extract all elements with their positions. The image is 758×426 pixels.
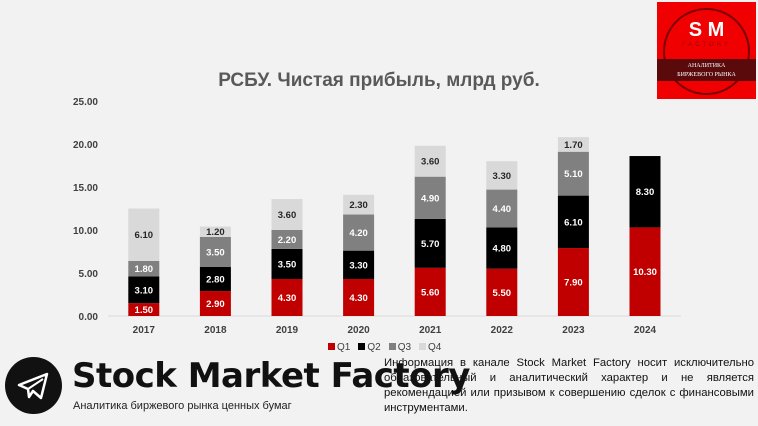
data-label: 4.40 — [493, 204, 512, 215]
x-tick-label: 2020 — [347, 325, 370, 336]
data-label: 2.80 — [206, 275, 225, 286]
bar-q4 — [271, 199, 303, 230]
data-label: 3.50 — [206, 247, 225, 258]
data-label: 1.70 — [564, 140, 583, 151]
x-tick-label: 2019 — [276, 325, 299, 336]
bar-q2 — [629, 156, 661, 228]
bar-q2 — [414, 218, 446, 268]
data-label: 3.60 — [421, 157, 440, 168]
data-label: 3.60 — [278, 210, 297, 221]
data-label: 3.50 — [278, 259, 297, 270]
logo-line2: БИРЖЕВОГО РЫНКА — [677, 72, 736, 78]
x-tick-label: 2018 — [204, 325, 227, 336]
bar-q2 — [199, 266, 231, 292]
bar-q1 — [557, 248, 589, 316]
bar-q4 — [199, 226, 231, 237]
bar-q1 — [271, 279, 303, 316]
data-label: 5.10 — [564, 169, 583, 180]
chart-title: РСБУ. Чистая прибыль, млрд руб. — [218, 70, 540, 91]
data-label: 3.30 — [349, 260, 368, 271]
data-label: 8.30 — [636, 187, 655, 198]
disclaimer-text: Информация в канале Stock Market Factory… — [384, 357, 754, 414]
x-tick-label: 2017 — [133, 325, 156, 336]
bar-q3 — [343, 214, 375, 251]
bar-q3 — [486, 189, 518, 228]
data-label: 4.30 — [278, 293, 297, 304]
bar-q4 — [128, 208, 160, 261]
legend-item-q1: Q1 — [328, 342, 350, 353]
bar-q4 — [557, 137, 589, 152]
y-tick-label: 25.00 — [73, 97, 98, 108]
data-label: 4.80 — [493, 244, 512, 255]
data-label: 2.30 — [349, 200, 368, 211]
data-label: 5.50 — [493, 288, 512, 299]
telegram-icon — [5, 357, 62, 414]
y-tick-label: 20.00 — [73, 140, 98, 151]
bar-q3 — [128, 260, 160, 277]
bar-q2 — [557, 195, 589, 249]
bar-q1 — [629, 227, 661, 316]
bar-q1 — [414, 267, 446, 316]
bar-q2 — [486, 227, 518, 269]
y-tick-label: 15.00 — [73, 183, 98, 194]
data-label: 6.10 — [135, 230, 154, 241]
bar-q4 — [414, 145, 446, 177]
data-label: 1.20 — [206, 227, 225, 238]
bar-q2 — [128, 276, 160, 304]
bar-q3 — [414, 176, 446, 219]
bar-q2 — [271, 248, 303, 280]
legend-item-q3: Q3 — [388, 342, 411, 353]
x-tick-label: 2021 — [419, 325, 442, 336]
data-label: 5.60 — [421, 287, 440, 298]
x-tick-label: 2024 — [634, 325, 657, 336]
bar-q4 — [486, 161, 518, 190]
y-tick-label: 0.00 — [79, 312, 99, 323]
bar-q1 — [199, 291, 231, 316]
bar-q1 — [486, 268, 518, 316]
bar-q1 — [343, 279, 375, 316]
data-label: 6.10 — [564, 217, 583, 228]
bar-chart: 0.00 5.00 10.00 15.00 20.00 25.00 1.50 3.10 1.80… — [73, 97, 681, 336]
x-tick-label: 2023 — [562, 325, 585, 336]
chart-legend: Q1 Q2 Q3 Q4 — [328, 342, 441, 353]
data-label: 10.30 — [633, 267, 657, 278]
data-label: 7.90 — [564, 278, 583, 289]
data-label: 3.10 — [135, 285, 154, 296]
brand-tagline: Аналитика биржевого рынка ценных бумаг — [73, 400, 292, 412]
data-label: 4.20 — [349, 228, 368, 239]
bar-q1 — [128, 303, 160, 316]
logo-factory: FACTORY — [681, 42, 732, 48]
brand-name: Stock Market Factory — [72, 356, 470, 396]
sm-factory-logo: S M FACTORY АНАЛИТИКА БИРЖЕВОГО РЫНКА — [657, 2, 756, 99]
data-label: 1.80 — [135, 264, 154, 275]
data-label: 1.50 — [135, 305, 154, 316]
legend-item-q4: Q4 — [419, 342, 441, 353]
bar-q3 — [557, 151, 589, 196]
data-label: 2.20 — [278, 235, 297, 246]
logo-line1: АНАЛИТИКА — [687, 63, 726, 69]
logo-letters: S M — [688, 19, 725, 41]
x-tick-label: 2022 — [491, 325, 514, 336]
bar-q3 — [271, 230, 303, 249]
bar-q2 — [343, 250, 375, 280]
bar-q4 — [343, 194, 375, 215]
y-tick-label: 10.00 — [73, 226, 98, 237]
data-label: 2.90 — [206, 299, 225, 310]
data-label: 4.90 — [421, 193, 440, 204]
y-tick-label: 5.00 — [79, 269, 99, 280]
data-label: 3.30 — [493, 171, 512, 182]
legend-item-q2: Q2 — [358, 342, 381, 353]
data-label: 5.70 — [421, 239, 440, 250]
data-label: 4.30 — [349, 293, 368, 304]
bar-q3 — [199, 236, 231, 267]
